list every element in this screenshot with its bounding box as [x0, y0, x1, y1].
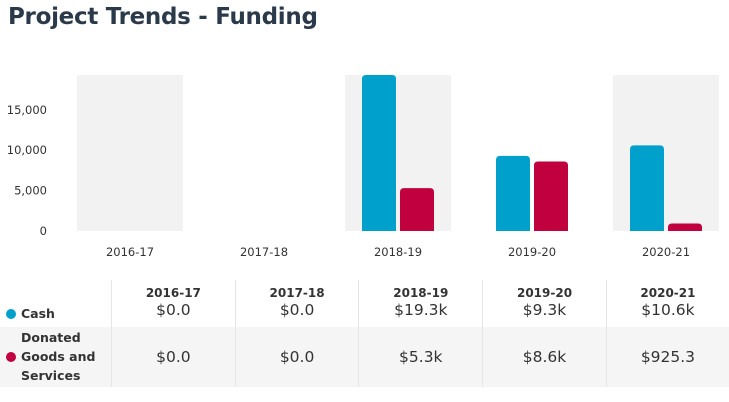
chart-title: Project Trends - Funding	[8, 4, 318, 30]
y-tick-label: 15,000	[7, 103, 47, 117]
bars	[362, 75, 702, 231]
cell-2019-20: $8.6k	[482, 327, 607, 387]
bar-donated-2018-19[interactable]	[400, 188, 434, 231]
series-cash[interactable]: Cash	[0, 280, 112, 327]
donated-value: $0.0	[279, 348, 315, 366]
series-donated[interactable]: Donated Goods and Services	[0, 327, 112, 387]
x-axis: 2016-17 2017-18 2018-19 2019-20 2020-21	[106, 245, 690, 259]
y-axis: 0 5,000 10,000 15,000	[7, 103, 47, 238]
column-2020-21: 2020-21 $10.6k	[605, 280, 729, 327]
year-header: 2017-18	[269, 286, 325, 300]
year-header: 2018-19	[393, 286, 449, 300]
category-band	[77, 75, 183, 231]
x-tick-label: 2017-18	[240, 245, 288, 259]
category-band	[345, 75, 451, 231]
category-bands	[77, 75, 719, 231]
bar-donated-2020-21[interactable]	[668, 223, 702, 231]
column-2017-18: 2017-18 $0.0	[234, 280, 359, 327]
table-row-cash: Cash 2016-17 $0.0 2017-18 $0.0 2018-19 $…	[0, 280, 729, 327]
donated-value: $8.6k	[522, 348, 567, 366]
label-line: Goods and	[21, 349, 96, 364]
cell-2017-18: $0.0	[234, 327, 359, 387]
cell-2020-21: $925.3	[605, 327, 729, 387]
column-2018-19: 2018-19 $19.3k	[358, 280, 483, 327]
cash-value: $9.3k	[522, 301, 567, 319]
bar-cash-2020-21[interactable]	[630, 145, 664, 231]
x-tick-label: 2020-21	[642, 245, 690, 259]
donated-value: $0.0	[156, 348, 191, 366]
y-tick-label: 0	[40, 224, 47, 238]
x-tick-label: 2016-17	[106, 245, 154, 259]
series-label-donated: Donated Goods and Services	[21, 328, 95, 385]
cash-legend-dot-icon	[6, 309, 16, 319]
funding-bar-chart: 0 5,000 10,000 15,000 2016-17 2017-18 2018-19…	[7, 75, 719, 259]
cash-value: $0.0	[156, 301, 191, 319]
label-line: Donated	[21, 330, 81, 345]
year-header: 2019-20	[516, 286, 573, 300]
cash-value: $19.3k	[394, 301, 448, 319]
column-2016-17: 2016-17 $0.0	[111, 280, 236, 327]
table-row-donated: Donated Goods and Services $0.0 $0.0 $5.…	[0, 327, 729, 387]
cell-2016-17: $0.0	[111, 327, 236, 387]
bar-cash-2018-19[interactable]	[362, 75, 396, 231]
year-header: 2020-21	[640, 286, 696, 300]
bar-donated-2019-20[interactable]	[534, 161, 568, 231]
label-line: Services	[21, 368, 81, 383]
cash-value: $10.6k	[641, 301, 695, 319]
data-table: Cash 2016-17 $0.0 2017-18 $0.0 2018-19 $…	[0, 280, 729, 387]
y-tick-label: 10,000	[7, 143, 47, 157]
donated-value: $5.3k	[399, 348, 443, 366]
bar-cash-2019-20[interactable]	[496, 155, 530, 231]
x-tick-label: 2019-20	[508, 245, 556, 259]
cell-2018-19: $5.3k	[358, 327, 483, 387]
donated-value: $925.3	[640, 348, 696, 366]
series-label-cash: Cash	[21, 306, 55, 321]
x-tick-label: 2018-19	[374, 245, 422, 259]
cash-value: $0.0	[279, 301, 315, 319]
year-header: 2016-17	[145, 286, 201, 300]
category-band	[613, 75, 719, 231]
donated-legend-dot-icon	[6, 352, 16, 362]
column-2019-20: 2019-20 $9.3k	[482, 280, 607, 327]
y-tick-label: 5,000	[14, 184, 47, 198]
